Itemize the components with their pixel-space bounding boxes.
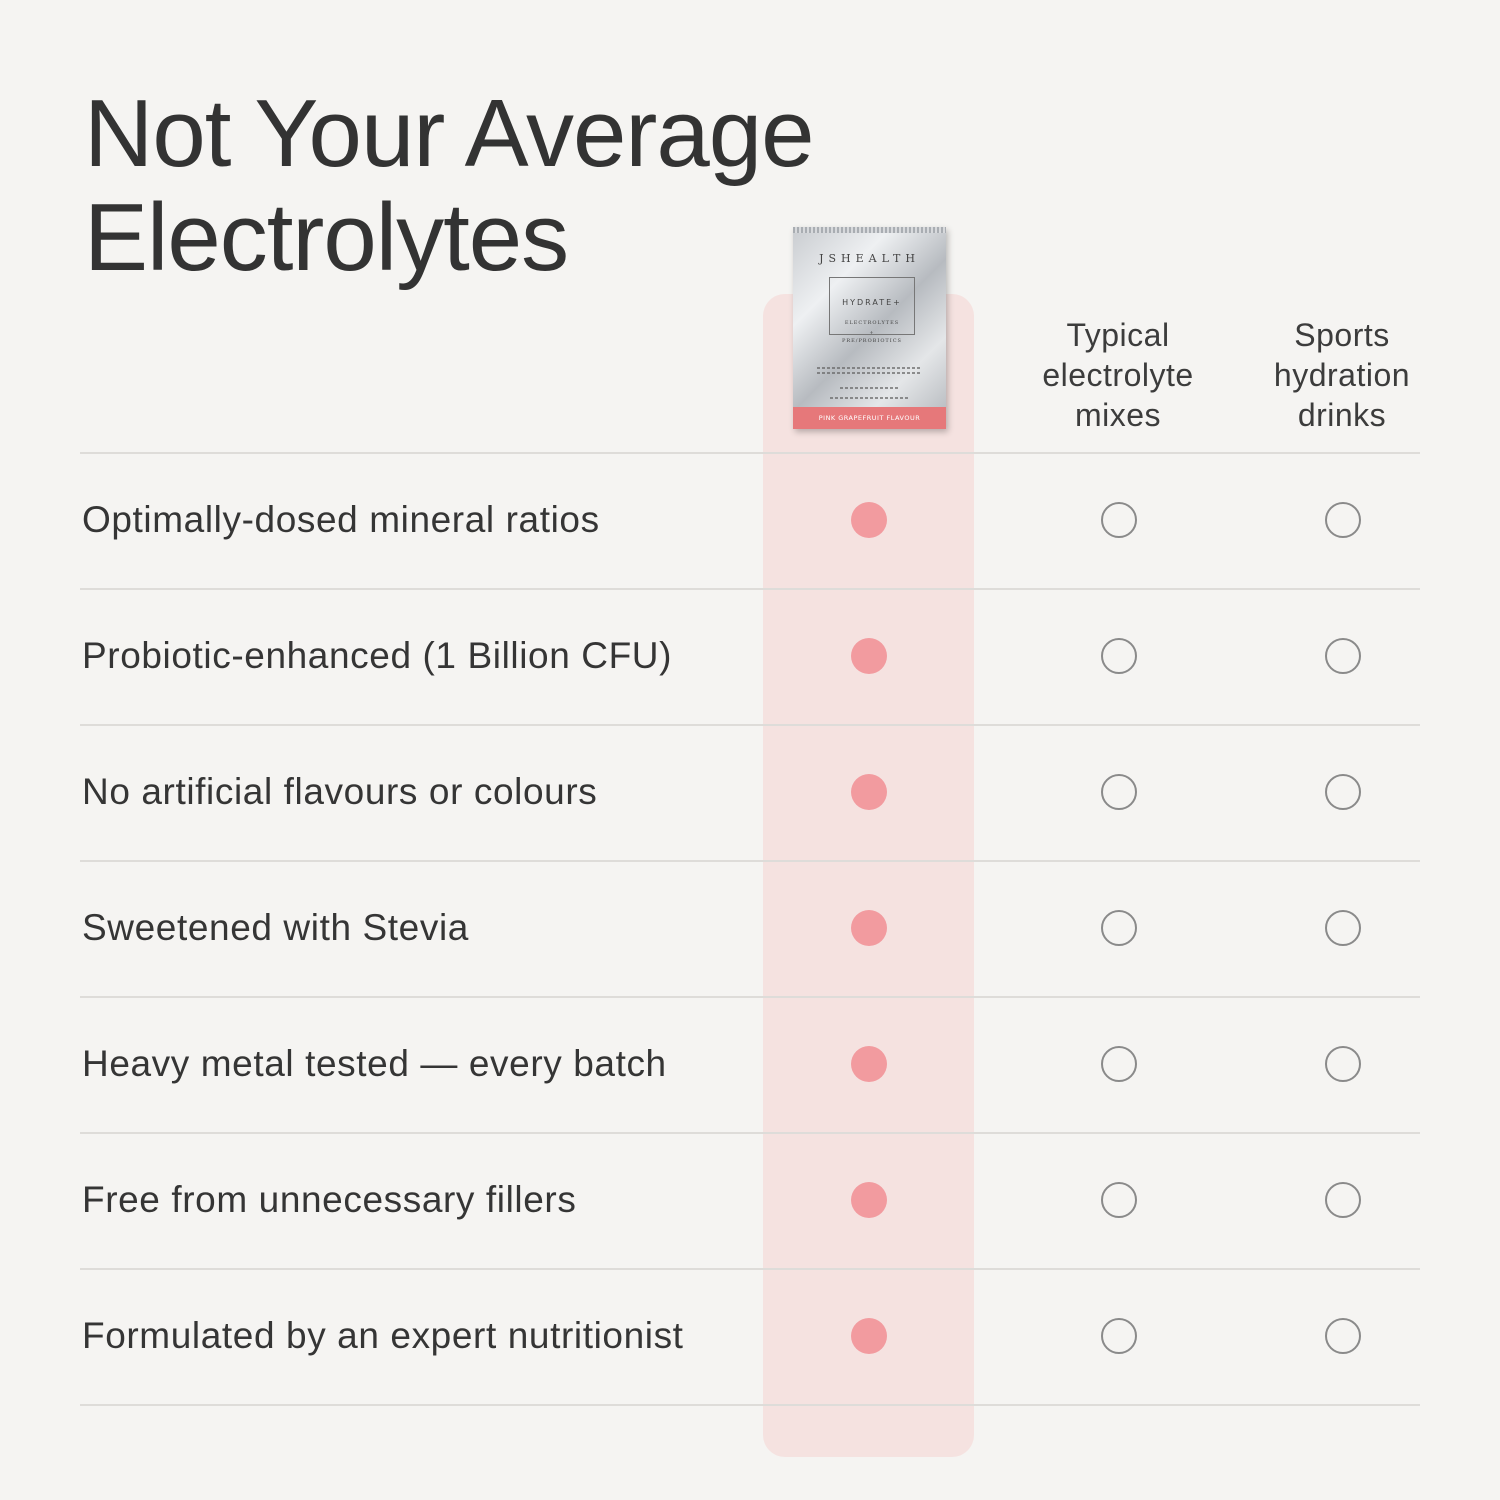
empty-circle-icon — [1101, 1046, 1137, 1082]
filled-dot-icon — [851, 1318, 887, 1354]
empty-circle-icon — [1101, 1318, 1137, 1354]
sachet-product-name: HYDRATE+ — [842, 298, 902, 307]
row-divider — [80, 860, 1420, 862]
filled-dot-icon — [851, 1182, 887, 1218]
feature-label: Sweetened with Stevia — [82, 907, 469, 948]
row-divider — [80, 1404, 1420, 1406]
feature-label: Formulated by an expert nutritionist — [82, 1315, 684, 1356]
table-row: Heavy metal tested — every batch — [80, 996, 1420, 1132]
feature-label: Optimally-dosed mineral ratios — [82, 499, 600, 540]
filled-dot-icon — [851, 502, 887, 538]
empty-circle-icon — [1101, 638, 1137, 674]
feature-label: Heavy metal tested — every batch — [82, 1043, 667, 1084]
feature-label: Probiotic-enhanced (1 Billion CFU) — [82, 635, 673, 676]
empty-circle-icon — [1101, 774, 1137, 810]
table-row: Free from unnecessary fillers — [80, 1132, 1420, 1268]
sachet-fine-print — [840, 387, 900, 389]
sachet-sub-1: ELECTROLYTES — [844, 320, 900, 326]
empty-circle-icon — [1325, 774, 1361, 810]
page-title: Not Your Average Electrolytes — [84, 82, 814, 290]
empty-circle-icon — [1325, 910, 1361, 946]
sachet-label-frame: HYDRATE+ ELECTROLYTES + PRE/PROBIOTICS — [829, 277, 915, 344]
page-title-line-2: Electrolytes — [84, 184, 569, 291]
row-divider — [80, 588, 1420, 590]
empty-circle-icon — [1325, 1046, 1361, 1082]
table-row: Probiotic-enhanced (1 Billion CFU) — [80, 588, 1420, 724]
empty-circle-icon — [1325, 502, 1361, 538]
filled-dot-icon — [851, 1046, 887, 1082]
table-row: Sweetened with Stevia — [80, 860, 1420, 996]
sachet-sub-3: PRE/PROBIOTICS — [841, 338, 902, 344]
sachet-brand: JSHEALTH — [819, 252, 920, 265]
sachet-fine-print — [830, 397, 910, 399]
table-row: No artificial flavours or colours — [80, 724, 1420, 860]
table-row: Optimally-dosed mineral ratios — [80, 452, 1420, 588]
filled-dot-icon — [851, 638, 887, 674]
empty-circle-icon — [1325, 1182, 1361, 1218]
hydrate-sachet-image: JSHEALTH HYDRATE+ ELECTROLYTES + PRE/PRO… — [793, 227, 946, 429]
sachet-fine-print — [817, 372, 922, 374]
row-divider — [80, 1268, 1420, 1270]
jshealth-highlight-column — [763, 294, 974, 1457]
empty-circle-icon — [1101, 1182, 1137, 1218]
page-title-line-1: Not Your Average — [84, 80, 814, 187]
row-divider — [80, 1132, 1420, 1134]
filled-dot-icon — [851, 910, 887, 946]
sachet-fine-print — [817, 367, 922, 369]
row-divider — [80, 996, 1420, 998]
empty-circle-icon — [1101, 502, 1137, 538]
empty-circle-icon — [1325, 1318, 1361, 1354]
row-divider — [80, 452, 1420, 454]
row-divider — [80, 724, 1420, 726]
column-header-sports: Sports hydration drinks — [1273, 317, 1411, 433]
empty-circle-icon — [1101, 910, 1137, 946]
feature-label: Free from unnecessary fillers — [82, 1179, 577, 1220]
sachet-sub-2: + — [869, 330, 875, 336]
filled-dot-icon — [851, 774, 887, 810]
table-row: Formulated by an expert nutritionist — [80, 1268, 1420, 1404]
column-header-typical: Typical electrolyte mixes — [1042, 317, 1194, 433]
empty-circle-icon — [1325, 638, 1361, 674]
sachet-flavour-band: PINK GRAPEFRUIT FLAVOUR — [793, 407, 946, 429]
feature-label: No artificial flavours or colours — [82, 771, 598, 812]
